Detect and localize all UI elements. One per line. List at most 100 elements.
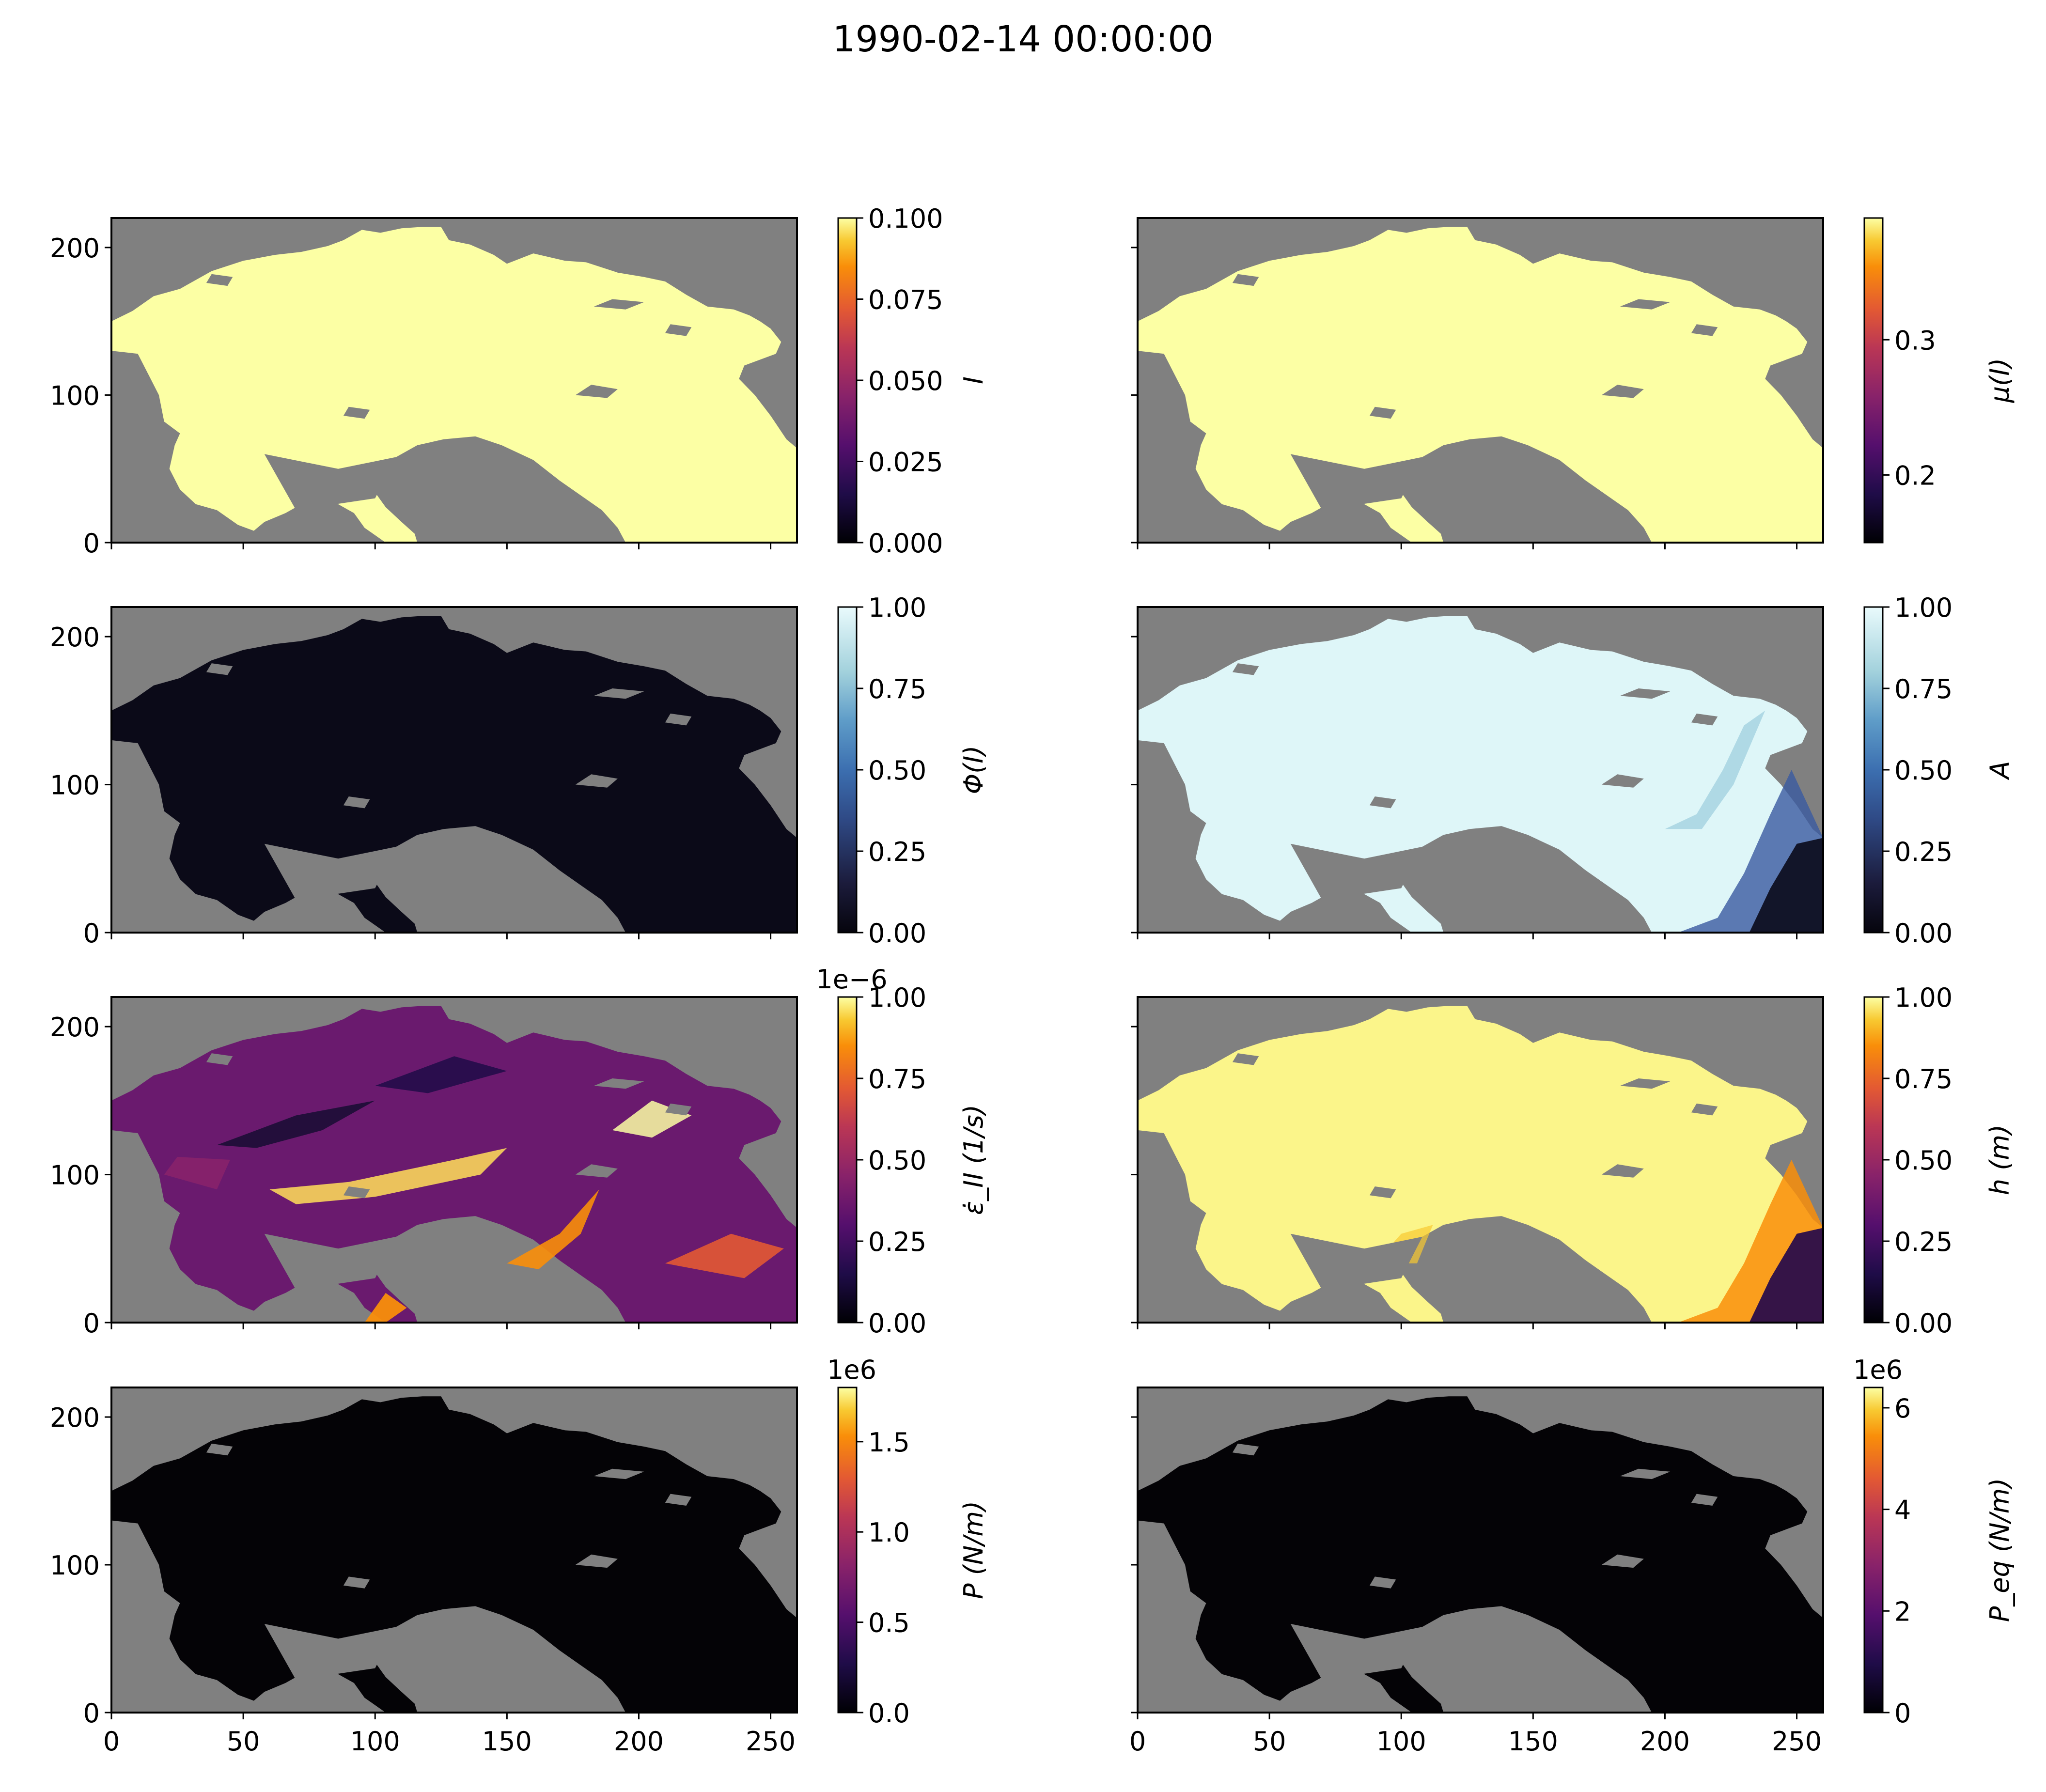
colorbar: 0 2 4 6 1e6 P_eq (N/m) (1853, 1355, 2015, 1729)
y-tick-label: 100 (50, 1160, 100, 1191)
field-variation-4 (665, 1233, 784, 1278)
island-1 (575, 774, 618, 788)
x-tick-label: 100 (1376, 1726, 1426, 1757)
x-tick-label: 0 (103, 1726, 120, 1757)
axes-frame (110, 996, 798, 1324)
y-tick-label: 200 (50, 1402, 100, 1433)
field-variation-6 (164, 1156, 230, 1190)
colorbar-tick-label: 0.075 (868, 285, 943, 315)
colorbar-offset: 1e6 (827, 1355, 876, 1385)
x-tick-label: 200 (614, 1726, 664, 1757)
colorbar-tick-label: 0.75 (1894, 674, 1952, 704)
island-2 (665, 324, 692, 336)
y-tick-label: 200 (50, 1012, 100, 1043)
colorbar-tick-label: 0.50 (1894, 755, 1952, 786)
colorbar-gradient (1863, 217, 1884, 544)
colorbar-tick-label: 0.2 (1894, 460, 1936, 491)
field-variation-7 (364, 1293, 407, 1323)
colorbar-tick-label: 0.50 (1894, 1145, 1952, 1176)
colorbar: 0.00 0.25 0.50 0.75 1.00 h (m) (1863, 982, 2015, 1339)
figure-title: 1990-02-14 00:00:00 (832, 18, 1214, 60)
colorbar-label: A (1984, 761, 2015, 780)
x-tick-label: 50 (227, 1726, 260, 1757)
heatmap-field (111, 1396, 797, 1713)
island-0 (593, 688, 644, 699)
inner-land (264, 1233, 396, 1290)
x-tick-label: 250 (746, 1726, 796, 1757)
island-1 (1601, 1554, 1644, 1568)
x-tick-label: 100 (350, 1726, 400, 1757)
colorbar-tick-label: 0.50 (868, 755, 926, 786)
colorbar-gradient (1863, 996, 1884, 1324)
colorbar-gradient (837, 996, 858, 1324)
island-2 (665, 1103, 692, 1116)
colorbar-tick-label: 0.025 (868, 447, 943, 478)
colorbar: 0.2 0.3 μ(I) (1863, 217, 2015, 544)
colorbar-label: P_eq (N/m) (1984, 1478, 2015, 1622)
panel-row3-right: 0.00 0.25 0.50 0.75 1.00 h (m) (1131, 982, 2015, 1339)
island-3 (206, 663, 233, 675)
island-3 (206, 1053, 233, 1065)
colorbar-tick-label: 0.0 (868, 1698, 910, 1729)
island-3 (206, 274, 233, 286)
island-4 (343, 1186, 370, 1199)
island-4 (343, 1576, 370, 1589)
panel-bottom-right: 0 50 100 150 200 250 0 2 4 6 1e6 P_eq (N/m) (1129, 1355, 2015, 1757)
colorbar-tick-label: 0.3 (1894, 325, 1936, 356)
colorbar: 0.000 0.025 0.050 0.075 0.100 I (837, 203, 989, 559)
colorbar-tick-label: 1.5 (868, 1427, 910, 1458)
field-variation-2 (507, 1189, 599, 1269)
island-2 (1691, 324, 1718, 336)
island-1 (575, 1164, 618, 1178)
colorbar-tick-label: 0.000 (868, 528, 943, 559)
panel-row2-right: 0.00 0.25 0.50 0.75 1.00 A (1131, 592, 2015, 949)
x-tick-label: 250 (1772, 1726, 1822, 1757)
heatmap-field (1138, 616, 1823, 933)
inner-land (1290, 843, 1422, 900)
island-2 (1691, 1494, 1718, 1506)
island-3 (1232, 274, 1259, 286)
island-0 (1620, 299, 1671, 310)
colorbar-tick-label: 0.050 (868, 366, 943, 396)
colorbar-gradient (837, 606, 858, 934)
y-tick-label: 100 (50, 380, 100, 411)
y-tick-label: 100 (50, 1550, 100, 1581)
colorbar-label: Φ(I) (958, 746, 989, 795)
x-tick-label: 150 (1508, 1726, 1558, 1757)
colorbar-tick-label: 0.25 (868, 837, 926, 867)
axes-frame (110, 606, 798, 934)
y-tick-label: 100 (50, 770, 100, 801)
y-tick-label: 0 (83, 1308, 100, 1339)
island-0 (593, 1078, 644, 1089)
colorbar-tick-label: 0.25 (1894, 837, 1952, 867)
island-4 (343, 406, 370, 419)
island-0 (593, 299, 644, 310)
y-tick-label: 200 (50, 622, 100, 653)
colorbar: 0.00 0.25 0.50 0.75 1.00 Φ(I) (837, 592, 989, 949)
colorbar-tick-label: 1.00 (1894, 592, 1952, 623)
axes-frame (1137, 606, 1824, 934)
island-3 (1232, 1053, 1259, 1065)
colorbar-label: μ(I) (1984, 358, 2015, 403)
colorbar-tick-label: 0.75 (868, 1064, 926, 1094)
colorbar-offset: 1e6 (1853, 1355, 1903, 1385)
colorbar-tick-label: 6 (1894, 1393, 1911, 1424)
colorbar-tick-label: 0.00 (868, 1308, 926, 1339)
field-variation-5 (375, 1056, 507, 1093)
heatmap-field (1138, 1006, 1823, 1323)
island-3 (1232, 663, 1259, 675)
y-tick-label: 0 (83, 528, 100, 559)
colorbar-gradient (1863, 606, 1884, 934)
island-0 (1620, 1468, 1671, 1480)
island-0 (593, 1468, 644, 1480)
inner-land (264, 843, 396, 900)
x-tick-label: 50 (1253, 1726, 1286, 1757)
colorbar-tick-label: 0.75 (868, 674, 926, 704)
panel-top-left: 0 100 200 0.000 0.025 0.050 0.075 0.100 I (50, 203, 989, 559)
island-1 (1601, 774, 1644, 788)
panel-bottom-left: 0 100 200 0 50 100 150 200 250 0.0 0.5 1.0 1.5 1e6 P (… (50, 1355, 989, 1757)
colorbar-tick-label: 0 (1894, 1698, 1911, 1729)
